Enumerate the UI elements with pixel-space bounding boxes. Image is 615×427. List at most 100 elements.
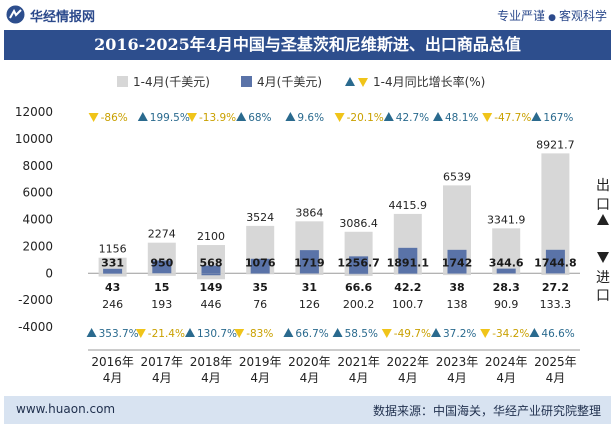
export-month-label: 1891.1 — [387, 256, 429, 269]
chart-title-bar: 2016-2025年4月中国与圣基茨和尼维斯进、出口商品总值 — [4, 30, 611, 60]
import-month-label: 42.2 — [394, 281, 421, 294]
growth-up-triangle — [283, 328, 294, 337]
export-growth-label: 42.7% — [396, 112, 429, 124]
export-cumulative-label: 3341.9 — [487, 213, 526, 226]
import-month-bar — [103, 273, 123, 274]
import-cumulative-bar — [492, 273, 521, 275]
import-cumulative-label: 138 — [447, 298, 468, 311]
export-growth-label: 199.5% — [150, 112, 190, 124]
import-cumulative-label: 246 — [102, 298, 123, 311]
import-month-label: 38 — [449, 281, 464, 294]
slogan-left: 专业严谨 — [497, 9, 546, 23]
export-growth-label: -86% — [101, 112, 128, 124]
export-growth-label: 9.6% — [297, 112, 324, 124]
growth-up-triangle — [285, 112, 296, 121]
export-growth-label: -20.1% — [347, 112, 384, 124]
import-cumulative-label: 100.7 — [392, 298, 424, 311]
brand-name: 华经情报网 — [30, 10, 96, 25]
growth-down-triangle — [480, 329, 491, 338]
import-growth-label: -49.7% — [394, 328, 431, 340]
growth-down-triangle — [381, 329, 392, 338]
export-cumulative-label: 3524 — [246, 211, 274, 224]
export-cumulative-label: 1156 — [99, 243, 127, 256]
export-month-bar — [103, 268, 123, 274]
x-tick-label-month: 4月 — [447, 371, 467, 385]
export-growth-label: 48.1% — [445, 112, 478, 124]
import-growth-label: 46.6% — [541, 328, 574, 340]
footer-source: 数据来源：中国海关，华经产业研究院整理 — [372, 404, 601, 418]
x-tick-label-month: 4月 — [398, 371, 418, 385]
y-tick-label: 8000 — [22, 159, 53, 173]
import-cumulative-label: 126 — [299, 298, 320, 311]
footer-url[interactable]: www.huaon.com — [16, 402, 116, 416]
growth-down-triangle — [88, 113, 99, 122]
import-cumulative-bar — [443, 273, 471, 276]
footer-bar: www.huaon.com 数据来源：中国海关，华经产业研究院整理 — [4, 396, 611, 424]
x-tick-label-year: 2022年 — [387, 355, 430, 369]
import-cumulative-bar — [295, 273, 324, 275]
export-cumulative-label: 4415.9 — [389, 199, 428, 212]
import-cumulative-label: 446 — [201, 298, 222, 311]
import-growth-label: -83% — [246, 328, 273, 340]
import-cumulative-bar — [393, 273, 422, 275]
huajing-logo-icon — [6, 5, 25, 24]
import-cumulative-bar — [98, 273, 127, 277]
export-month-label: 344.6 — [489, 256, 524, 269]
growth-up-triangle — [86, 328, 97, 337]
import-cumulative-bar — [344, 273, 373, 276]
import-growth-label: 66.7% — [295, 328, 328, 340]
header-bar: 华经情报网 专业严谨 ● 客观科学 — [0, 0, 615, 29]
export-growth-label: -13.9% — [199, 112, 236, 124]
y-tick-label: 0 — [45, 266, 53, 280]
import-growth-label: 130.7% — [197, 328, 237, 340]
growth-up-triangle — [236, 112, 247, 121]
import-month-bar — [447, 273, 467, 274]
x-tick-label-year: 2025年 — [534, 355, 577, 369]
x-tick-label-year: 2024年 — [485, 355, 528, 369]
export-month-label: 568 — [200, 256, 223, 269]
side-label-import-char: 进 — [596, 270, 610, 286]
growth-up-triangle — [433, 112, 443, 121]
x-tick-label-month: 4月 — [349, 371, 369, 385]
export-month-label: 1744.8 — [534, 256, 576, 269]
y-tick-label: 10000 — [15, 132, 53, 146]
y-tick-label: 12000 — [15, 105, 53, 119]
y-tick-label: -2000 — [18, 293, 53, 307]
growth-up-triangle — [137, 112, 148, 121]
import-month-bar — [349, 273, 369, 275]
export-cumulative-bar — [492, 228, 521, 274]
export-growth-label: 167% — [543, 112, 573, 124]
import-month-label: 66.6 — [345, 281, 372, 294]
x-tick-label-year: 2021年 — [337, 355, 380, 369]
import-cumulative-label: 133.3 — [540, 298, 572, 311]
export-cumulative-label: 6539 — [443, 170, 471, 183]
export-growth-label: 68% — [248, 112, 271, 124]
legend-label-month: 4月(千美元) — [257, 75, 322, 89]
import-month-label: 31 — [302, 281, 317, 294]
import-month-label: 43 — [105, 281, 120, 294]
import-cumulative-bar — [197, 273, 225, 280]
export-month-bar — [152, 260, 172, 274]
growth-up-triangle — [529, 328, 540, 337]
export-cumulative-label: 8921.7 — [536, 138, 575, 151]
x-tick-label-month: 4月 — [152, 371, 172, 385]
export-month-bar — [349, 256, 369, 274]
x-tick-label-month: 4月 — [300, 371, 320, 385]
import-cumulative-bar — [147, 273, 176, 276]
side-label-export-char: 口 — [596, 197, 610, 213]
x-tick-label-month: 4月 — [201, 371, 221, 385]
export-cumulative-label: 2100 — [197, 230, 225, 243]
y-tick-label: 2000 — [22, 239, 53, 253]
slogan-right: 客观科学 — [558, 9, 607, 23]
import-cumulative-bar — [246, 273, 275, 275]
export-growth-label: -47.7% — [494, 112, 531, 124]
export-month-bar — [299, 250, 319, 274]
import-month-label: 27.2 — [542, 281, 569, 294]
import-cumulative-label: 193 — [151, 298, 172, 311]
import-month-bar — [398, 273, 418, 274]
import-cumulative-label: 76 — [253, 298, 267, 311]
growth-down-triangle — [234, 329, 245, 338]
export-month-label: 1076 — [245, 256, 276, 269]
import-growth-label: 37.2% — [443, 328, 476, 340]
side-label-import-char: 口 — [596, 288, 610, 304]
